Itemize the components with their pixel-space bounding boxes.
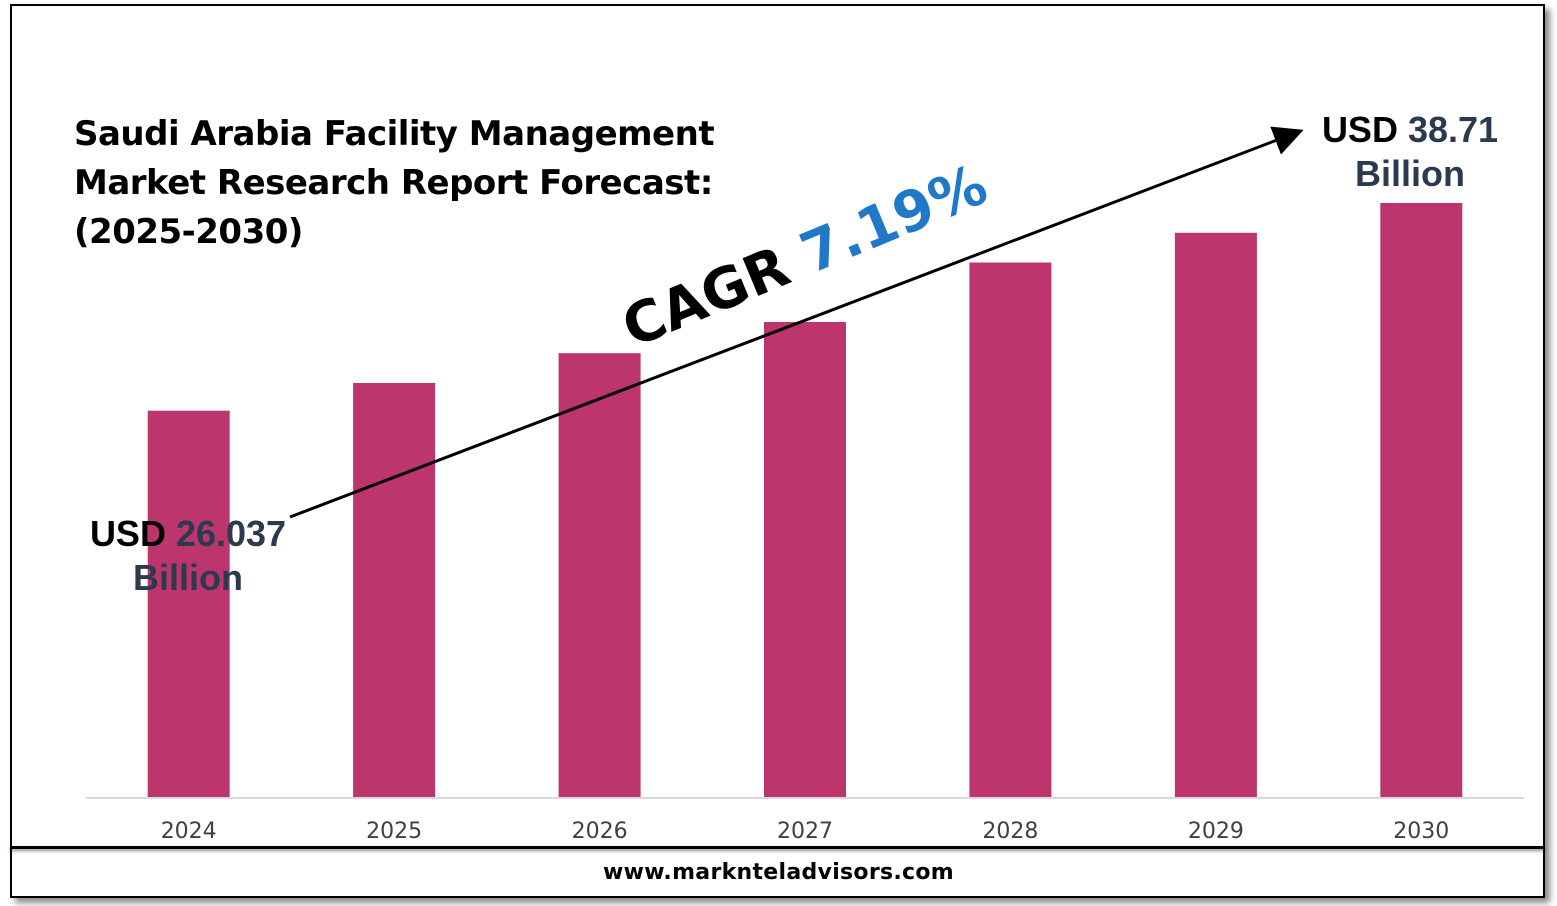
start-value-prefix: USD [89, 513, 176, 554]
x-tick-label: 2029 [1188, 819, 1244, 844]
x-tick-label: 2027 [777, 819, 833, 844]
start-value-number: 26.037 [175, 513, 287, 554]
bar-2026 [558, 353, 641, 798]
end-value-unit: Billion [1355, 153, 1465, 194]
bar-2024 [147, 410, 230, 798]
title-line-1: Saudi Arabia Facility Management [74, 114, 715, 154]
website-url: www.marknteladvisors.com [602, 860, 955, 885]
growth-arrow [289, 126, 1304, 519]
chart-title: Saudi Arabia Facility Management Market … [74, 110, 715, 257]
bars-group [147, 203, 1463, 799]
start-value-label: USD 26.037 Billion [78, 512, 298, 600]
x-tick-labels: 2024 2025 2026 2027 2028 2029 2030 [161, 819, 1450, 844]
x-tick-label: 2030 [1393, 819, 1449, 844]
x-tick-label: 2025 [366, 819, 422, 844]
footer-divider [10, 846, 1545, 849]
start-value-unit: Billion [133, 557, 243, 598]
end-value-number: 38.71 [1407, 109, 1499, 150]
bar-2030 [1380, 203, 1463, 798]
title-line-3: (2025-2030) [74, 212, 303, 252]
x-tick-label: 2024 [161, 819, 217, 844]
x-tick-label: 2026 [572, 819, 628, 844]
end-value-prefix: USD [1321, 109, 1408, 150]
bar-2025 [353, 383, 436, 798]
bar-2027 [764, 322, 846, 798]
title-line-2: Market Research Report Forecast: [74, 163, 713, 203]
end-value-label: USD 38.71 Billion [1310, 108, 1510, 196]
bar-2028 [969, 262, 1052, 798]
x-tick-label: 2028 [982, 819, 1038, 844]
bar-2029 [1174, 232, 1257, 799]
